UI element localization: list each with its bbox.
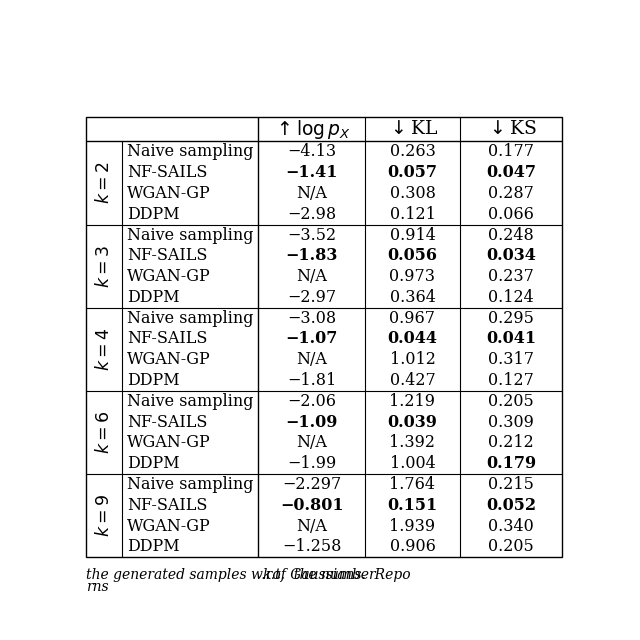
Text: 0.034: 0.034 bbox=[486, 247, 536, 264]
Text: k: k bbox=[262, 568, 271, 582]
Text: 0.248: 0.248 bbox=[488, 227, 534, 244]
Text: 0.309: 0.309 bbox=[488, 413, 534, 431]
Text: 0.056: 0.056 bbox=[387, 247, 438, 264]
Text: Naive sampling: Naive sampling bbox=[127, 310, 254, 326]
Text: NF-SAILS: NF-SAILS bbox=[127, 413, 207, 431]
Text: 0.151: 0.151 bbox=[387, 497, 438, 514]
Text: −4.13: −4.13 bbox=[287, 143, 336, 161]
Text: N/A: N/A bbox=[296, 518, 327, 534]
Text: −1.41: −1.41 bbox=[285, 164, 338, 181]
Text: 0.041: 0.041 bbox=[486, 330, 536, 348]
Text: DDPM: DDPM bbox=[127, 205, 180, 223]
Text: −1.07: −1.07 bbox=[285, 330, 338, 348]
Text: 0.127: 0.127 bbox=[488, 372, 534, 389]
Text: 0.287: 0.287 bbox=[488, 185, 534, 202]
Text: 0.039: 0.039 bbox=[388, 413, 437, 431]
Text: $k = 6$: $k = 6$ bbox=[95, 411, 113, 454]
Text: 1.012: 1.012 bbox=[390, 351, 435, 368]
Text: −1.81: −1.81 bbox=[287, 372, 337, 389]
Text: NF-SAILS: NF-SAILS bbox=[127, 164, 207, 181]
Text: $k = 9$: $k = 9$ bbox=[95, 494, 113, 538]
Text: Naive sampling: Naive sampling bbox=[127, 143, 254, 161]
Text: 0.427: 0.427 bbox=[390, 372, 435, 389]
Text: WGAN-GP: WGAN-GP bbox=[127, 518, 211, 534]
Text: 1.939: 1.939 bbox=[389, 518, 436, 534]
Text: WGAN-GP: WGAN-GP bbox=[127, 351, 211, 368]
Text: −2.06: −2.06 bbox=[287, 393, 336, 410]
Text: 0.179: 0.179 bbox=[486, 455, 536, 472]
Text: 1.764: 1.764 bbox=[390, 476, 435, 493]
Text: 0.973: 0.973 bbox=[390, 268, 435, 285]
Text: −1.83: −1.83 bbox=[285, 247, 338, 264]
Text: N/A: N/A bbox=[296, 435, 327, 451]
Text: −3.08: −3.08 bbox=[287, 310, 336, 326]
Text: −1.09: −1.09 bbox=[285, 413, 338, 431]
Bar bbox=[86, 117, 562, 557]
Text: $k = 3$: $k = 3$ bbox=[95, 244, 113, 288]
Text: $\downarrow$KL: $\downarrow$KL bbox=[387, 120, 438, 138]
Text: 0.364: 0.364 bbox=[390, 289, 435, 306]
Text: 0.340: 0.340 bbox=[488, 518, 534, 534]
Text: 0.177: 0.177 bbox=[488, 143, 534, 161]
Text: 0.906: 0.906 bbox=[390, 538, 435, 556]
Text: 0.237: 0.237 bbox=[488, 268, 534, 285]
Text: WGAN-GP: WGAN-GP bbox=[127, 268, 211, 285]
Text: 0.212: 0.212 bbox=[488, 435, 534, 451]
Text: 1.004: 1.004 bbox=[390, 455, 435, 472]
Text: 0.308: 0.308 bbox=[390, 185, 435, 202]
Text: −3.52: −3.52 bbox=[287, 227, 336, 244]
Text: 0.124: 0.124 bbox=[488, 289, 534, 306]
Text: N/A: N/A bbox=[296, 185, 327, 202]
Text: $k = 4$: $k = 4$ bbox=[95, 328, 113, 371]
Text: 0.052: 0.052 bbox=[486, 497, 536, 514]
Text: N/A: N/A bbox=[296, 268, 327, 285]
Text: −0.801: −0.801 bbox=[280, 497, 344, 514]
Text: 0.044: 0.044 bbox=[387, 330, 438, 348]
Text: −2.97: −2.97 bbox=[287, 289, 336, 306]
Text: −1.99: −1.99 bbox=[287, 455, 337, 472]
Text: 0.263: 0.263 bbox=[390, 143, 435, 161]
Text: 0.205: 0.205 bbox=[488, 393, 534, 410]
Text: $\uparrow \log p_X$: $\uparrow \log p_X$ bbox=[273, 118, 351, 141]
Text: $\downarrow$KS: $\downarrow$KS bbox=[486, 120, 536, 138]
Text: −1.258: −1.258 bbox=[282, 538, 341, 556]
Text: 0.317: 0.317 bbox=[488, 351, 534, 368]
Text: 0.967: 0.967 bbox=[390, 310, 435, 326]
Text: rns: rns bbox=[86, 580, 109, 595]
Text: −2.98: −2.98 bbox=[287, 205, 336, 223]
Text: DDPM: DDPM bbox=[127, 455, 180, 472]
Text: 0.295: 0.295 bbox=[488, 310, 534, 326]
Text: 0.066: 0.066 bbox=[488, 205, 534, 223]
Text: DDPM: DDPM bbox=[127, 289, 180, 306]
Text: of Gaussians.  Repo: of Gaussians. Repo bbox=[268, 568, 411, 582]
Text: WGAN-GP: WGAN-GP bbox=[127, 435, 211, 451]
Text: NF-SAILS: NF-SAILS bbox=[127, 497, 207, 514]
Text: WGAN-GP: WGAN-GP bbox=[127, 185, 211, 202]
Text: the generated samples w.r.t.  the number: the generated samples w.r.t. the number bbox=[86, 568, 380, 582]
Text: Naive sampling: Naive sampling bbox=[127, 227, 254, 244]
Text: $k = 2$: $k = 2$ bbox=[95, 162, 113, 204]
Text: DDPM: DDPM bbox=[127, 372, 180, 389]
Text: −2.297: −2.297 bbox=[282, 476, 341, 493]
Text: DDPM: DDPM bbox=[127, 538, 180, 556]
Text: 0.057: 0.057 bbox=[387, 164, 438, 181]
Text: Naive sampling: Naive sampling bbox=[127, 476, 254, 493]
Text: 0.121: 0.121 bbox=[390, 205, 435, 223]
Text: Naive sampling: Naive sampling bbox=[127, 393, 254, 410]
Text: 1.219: 1.219 bbox=[390, 393, 435, 410]
Text: 0.215: 0.215 bbox=[488, 476, 534, 493]
Text: N/A: N/A bbox=[296, 351, 327, 368]
Text: NF-SAILS: NF-SAILS bbox=[127, 330, 207, 348]
Text: 0.047: 0.047 bbox=[486, 164, 536, 181]
Text: 0.205: 0.205 bbox=[488, 538, 534, 556]
Text: 1.392: 1.392 bbox=[390, 435, 435, 451]
Text: NF-SAILS: NF-SAILS bbox=[127, 247, 207, 264]
Text: 0.914: 0.914 bbox=[390, 227, 435, 244]
